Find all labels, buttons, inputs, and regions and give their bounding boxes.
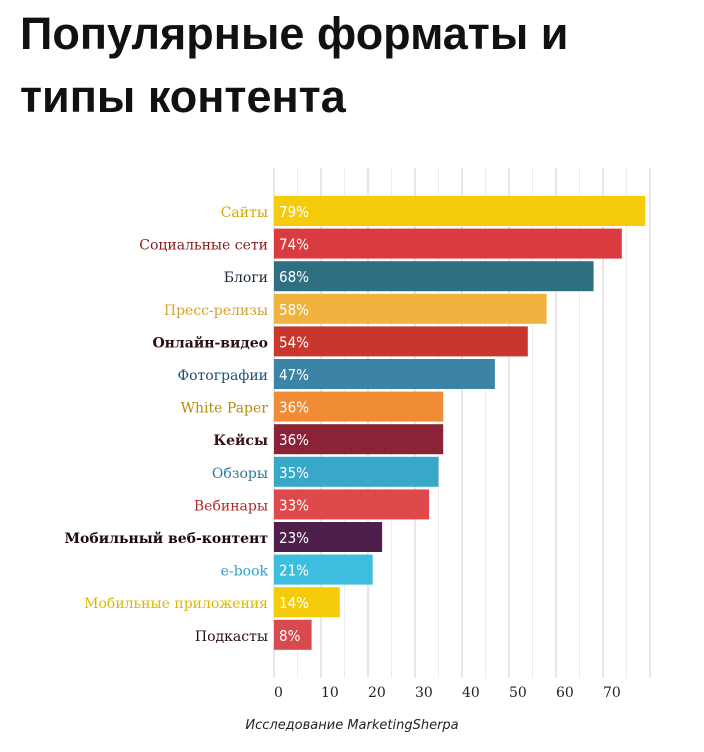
bar	[274, 293, 547, 324]
x-tick-label: 20	[368, 685, 386, 701]
source-note: Исследование MarketingSherpa	[245, 718, 459, 733]
x-tick-label: 30	[415, 685, 433, 701]
bar	[274, 489, 430, 520]
x-tick-label: 40	[462, 685, 480, 701]
category-label: Подкасты	[195, 629, 268, 645]
category-label: Фотографии	[178, 368, 269, 384]
category-label: Сайты	[221, 205, 268, 221]
category-label: Мобильные приложения	[84, 596, 268, 612]
x-tick-label: 0	[274, 685, 283, 701]
category-label: Блоги	[224, 270, 268, 286]
category-label: e-book	[221, 564, 269, 580]
category-labels: Сайты Социальные сети Блоги Пресс-релизы Онл…	[65, 205, 269, 645]
title-line-1: Популярные форматы и	[20, 8, 569, 59]
bar-value-label: 14%	[279, 594, 309, 612]
bar-value-label: 74%	[279, 236, 309, 254]
bar	[274, 522, 383, 552]
bar-value-label: 54%	[279, 333, 309, 351]
bar	[274, 359, 495, 389]
bar-value-label: 79%	[279, 203, 309, 221]
bar-value-label: 47%	[279, 366, 309, 384]
category-label: Социальные сети	[139, 238, 268, 254]
bar	[274, 456, 439, 487]
x-tick-label: 50	[509, 685, 527, 701]
bar-value-label: 21%	[279, 562, 309, 580]
bar-value-label: 36%	[279, 431, 309, 449]
bar	[274, 261, 594, 292]
bar-value-label: 23%	[279, 529, 309, 547]
bar	[274, 228, 622, 259]
bar	[274, 554, 373, 585]
bar	[274, 587, 340, 618]
x-tick-label: 60	[556, 685, 574, 701]
category-label: Мобильный веб-контент	[65, 530, 269, 547]
category-label: Онлайн-видео	[152, 334, 268, 351]
title-line-2: типы контента	[20, 71, 346, 122]
category-label: Пресс-релизы	[164, 303, 268, 319]
bar-value-label: 35%	[279, 464, 309, 482]
category-label: Вебинары	[194, 498, 268, 514]
bar-value-label: 33%	[279, 496, 309, 514]
bar	[274, 391, 444, 422]
x-tick-label: 10	[321, 685, 339, 701]
bar-value-label: 58%	[279, 301, 309, 319]
bar-value-label: 36%	[279, 399, 309, 417]
x-axis: 0 10 20 30 40 50 60 70	[274, 685, 621, 701]
bar	[274, 619, 312, 650]
x-tick-label: 70	[603, 685, 621, 701]
bar	[274, 196, 646, 226]
chart-title: Популярные форматы и типы контента	[20, 2, 700, 128]
bar-chart: 79% 74% 68% 58% 54% 47% 36% 36% 35% 33% 23% 21% 14% 8…	[64, 168, 651, 701]
category-label: Обзоры	[212, 466, 268, 482]
bar	[274, 424, 444, 455]
bar	[274, 326, 528, 357]
bar-value-label: 68%	[279, 268, 309, 286]
category-label: White Paper	[181, 401, 269, 417]
bar-value-label: 8%	[279, 627, 301, 645]
category-label: Кейсы	[213, 432, 268, 449]
bars: 79% 74% 68% 58% 54% 47% 36% 36% 35% 33% 23% 21% 14% 8…	[274, 196, 646, 650]
